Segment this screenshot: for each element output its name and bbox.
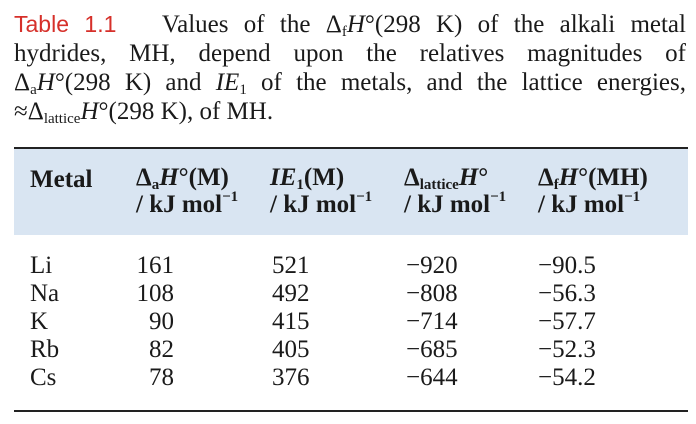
table-cell-atomization: 108 — [136, 280, 175, 307]
table-cell-ionization: 405 — [272, 336, 310, 363]
caption-line-2: hydrides, MH, depend upon the relatives … — [14, 40, 686, 67]
table-cell-lattice: −808 — [406, 280, 458, 307]
table-cell-formation: −57.7 — [538, 308, 596, 335]
table-label: Table 1.1 — [14, 11, 117, 37]
unit-label: / kJ mol−1 — [538, 189, 641, 219]
header-metal: Metal — [30, 166, 93, 193]
table-cell-ionization: 492 — [272, 280, 310, 307]
table-cell-lattice: −685 — [406, 336, 458, 363]
table-cell-metal: Na — [30, 280, 60, 307]
unit-label: / kJ mol−1 — [136, 189, 239, 219]
table-caption: Table 1.1 Values of the ΔfH°(298 K) of t… — [14, 10, 686, 127]
header-ionization-energy: IE1(M) / kJ mol−1 — [270, 164, 373, 219]
table-cell-formation: −54.2 — [538, 364, 596, 391]
unit-label: / kJ mol−1 — [270, 189, 373, 219]
table-cell-atomization: 90 — [149, 308, 174, 335]
unit-label: / kJ mol−1 — [404, 189, 507, 219]
table-cell-ionization: 415 — [272, 308, 310, 335]
table-cell-atomization: 161 — [136, 252, 175, 279]
table-cell-metal: Cs — [30, 364, 57, 391]
table-cell-metal: Rb — [30, 336, 60, 363]
header-atomization-enthalpy: ΔaH°(M) / kJ mol−1 — [136, 164, 239, 219]
table-cell-metal: Li — [30, 252, 53, 279]
caption-line-1: Table 1.1 Values of the ΔfH°(298 K) of t… — [14, 11, 686, 40]
table-cell-lattice: −644 — [406, 364, 458, 391]
table-cell-lattice: −714 — [406, 308, 458, 335]
caption-line-4: ≈ΔlatticeH°(298 K), of MH. — [14, 98, 274, 127]
table-header-band — [14, 148, 688, 235]
table-cell-atomization: 78 — [149, 364, 174, 391]
table-cell-formation: −52.3 — [538, 336, 596, 363]
table-cell-ionization: 521 — [272, 252, 310, 279]
table-top-rule — [14, 147, 688, 149]
table-bottom-rule — [14, 410, 688, 412]
table-cell-atomization: 82 — [149, 336, 174, 363]
table-cell-formation: −56.3 — [538, 280, 596, 307]
caption-line-3: ΔaH°(298 K) and IE1 of the metals, and t… — [14, 69, 686, 98]
header-lattice-enthalpy: ΔlatticeH° / kJ mol−1 — [404, 164, 507, 219]
table-cell-lattice: −920 — [406, 252, 458, 279]
header-formation-enthalpy: ΔfH°(MH) / kJ mol−1 — [538, 164, 648, 218]
table-cell-formation: −90.5 — [538, 252, 596, 279]
table-cell-metal: K — [30, 308, 49, 335]
table-cell-ionization: 376 — [272, 364, 310, 391]
